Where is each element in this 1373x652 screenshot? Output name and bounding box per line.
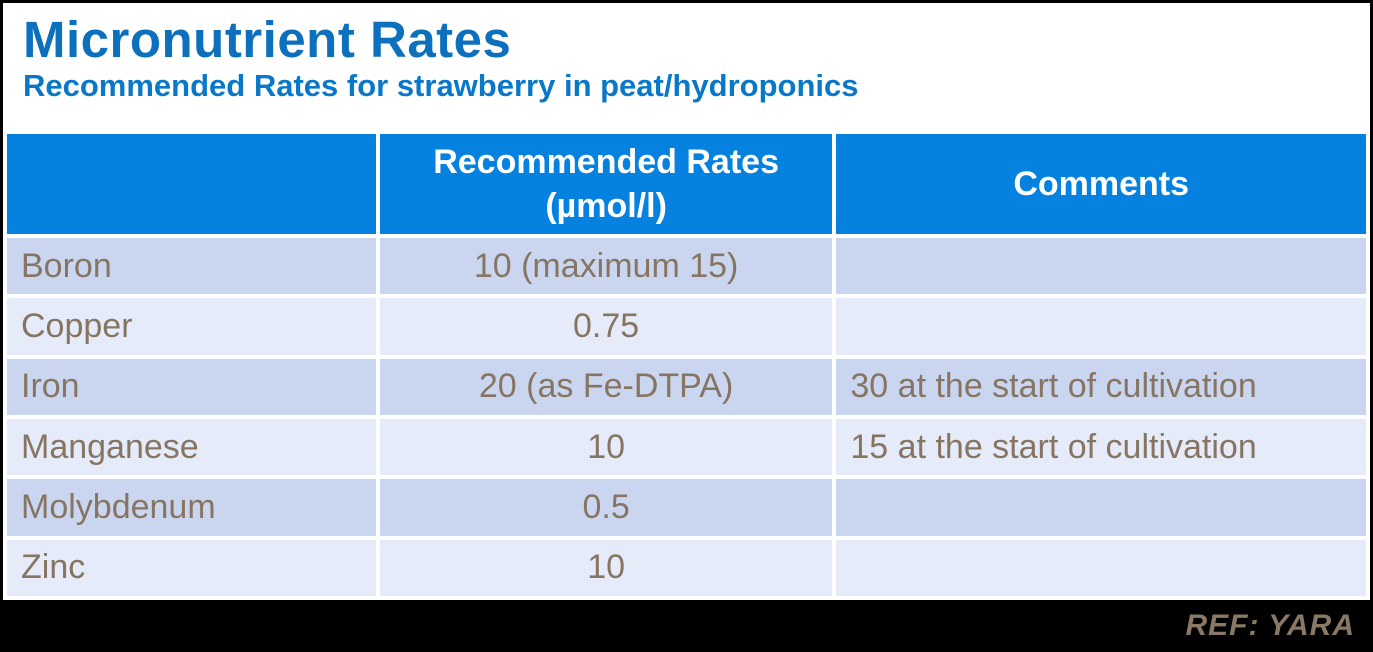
header-cell-nutrient-blank <box>7 134 376 234</box>
nutrient-comment: 30 at the start of cultivation <box>836 358 1366 415</box>
nutrient-name: Boron <box>7 238 376 295</box>
header-cell-comments: Comments <box>836 134 1366 234</box>
nutrient-comment <box>836 539 1366 596</box>
table-row-copper: Copper 0.75 <box>7 298 1366 355</box>
header-rates-line1: Recommended Rates <box>433 142 779 181</box>
table-header: Recommended Rates (µmol/l) Comments <box>7 134 1366 234</box>
nutrient-name: Copper <box>7 298 376 355</box>
nutrient-rate: 0.75 <box>379 298 833 355</box>
nutrient-comment <box>836 479 1366 536</box>
nutrient-rate: 10 <box>379 539 833 596</box>
nutrient-comment <box>836 298 1366 355</box>
header-row: Recommended Rates (µmol/l) Comments <box>7 134 1366 234</box>
header-cell-recommended-rates: Recommended Rates (µmol/l) <box>379 134 833 234</box>
page-subtitle: Recommended Rates for strawberry in peat… <box>23 67 859 103</box>
footer-band: REF: YARA <box>3 600 1370 649</box>
nutrient-rate: 10 <box>379 418 833 476</box>
micronutrient-rates-table: Recommended Rates (µmol/l) Comments Boro… <box>3 130 1370 600</box>
page-title: Micronutrient Rates <box>23 11 512 68</box>
reference-text: REF: YARA <box>1185 609 1355 642</box>
nutrient-rate: 10 (maximum 15) <box>379 238 833 295</box>
nutrient-comment: 15 at the start of cultivation <box>836 418 1366 476</box>
header-rates-line2: (µmol/l) <box>545 187 667 225</box>
table-row-manganese: Manganese 10 15 at the start of cultivat… <box>7 418 1366 476</box>
nutrient-name: Molybdenum <box>7 479 376 536</box>
nutrient-name: Zinc <box>7 539 376 596</box>
nutrient-rate: 0.5 <box>379 479 833 536</box>
table-row-zinc: Zinc 10 <box>7 539 1366 596</box>
title-block: Micronutrient Rates Recommended Rates fo… <box>3 3 1370 130</box>
table-row-molybdenum: Molybdenum 0.5 <box>7 479 1366 536</box>
nutrient-rate: 20 (as Fe-DTPA) <box>379 358 833 415</box>
table-row-iron: Iron 20 (as Fe-DTPA) 30 at the start of … <box>7 358 1366 415</box>
nutrient-name: Manganese <box>7 418 376 476</box>
nutrient-name: Iron <box>7 358 376 415</box>
nutrient-comment <box>836 238 1366 295</box>
table-body: Boron 10 (maximum 15) Copper 0.75 Iron 2… <box>7 238 1366 596</box>
table-row-boron: Boron 10 (maximum 15) <box>7 238 1366 295</box>
